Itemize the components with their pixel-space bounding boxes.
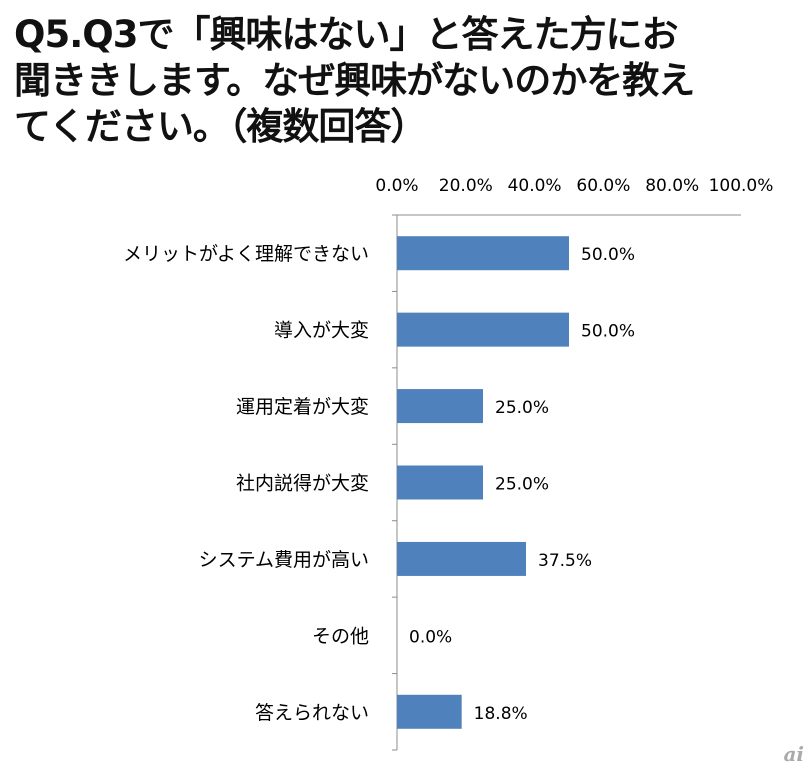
data-label: 37.5% xyxy=(538,551,592,571)
data-label: 25.0% xyxy=(495,398,549,418)
category-label: その他 xyxy=(312,625,369,647)
data-label: 18.8% xyxy=(474,704,528,724)
data-label: 50.0% xyxy=(581,245,635,265)
category-label: 導入が大変 xyxy=(274,320,369,342)
watermark-logo: ai xyxy=(783,742,804,766)
bar xyxy=(397,389,483,424)
category-label: 答えられない xyxy=(255,702,369,724)
data-label: 25.0% xyxy=(495,475,549,495)
x-tick-label: 80.0% xyxy=(645,176,699,196)
category-label: 社内説得が大変 xyxy=(236,473,369,495)
x-tick-label: 0.0% xyxy=(375,176,418,196)
data-label: 50.0% xyxy=(581,322,635,342)
x-tick-label: 40.0% xyxy=(508,176,562,196)
bar xyxy=(397,694,462,729)
bar xyxy=(397,541,526,576)
category-label: 運用定着が大変 xyxy=(236,396,369,418)
bar xyxy=(397,465,483,500)
x-tick-label: 20.0% xyxy=(439,176,493,196)
data-label: 0.0% xyxy=(409,627,452,647)
x-tick-label: 60.0% xyxy=(576,176,630,196)
chart-title: Q5.Q3で「興味はない」と答えた方にお 聞ききします。なぜ興味がないのかを教え… xyxy=(14,13,695,148)
bar xyxy=(397,236,569,271)
x-tick-label: 100.0% xyxy=(709,176,774,196)
category-label: システム費用が高い xyxy=(199,549,369,571)
bar xyxy=(397,312,569,347)
category-label: メリットがよく理解できない xyxy=(123,243,369,265)
